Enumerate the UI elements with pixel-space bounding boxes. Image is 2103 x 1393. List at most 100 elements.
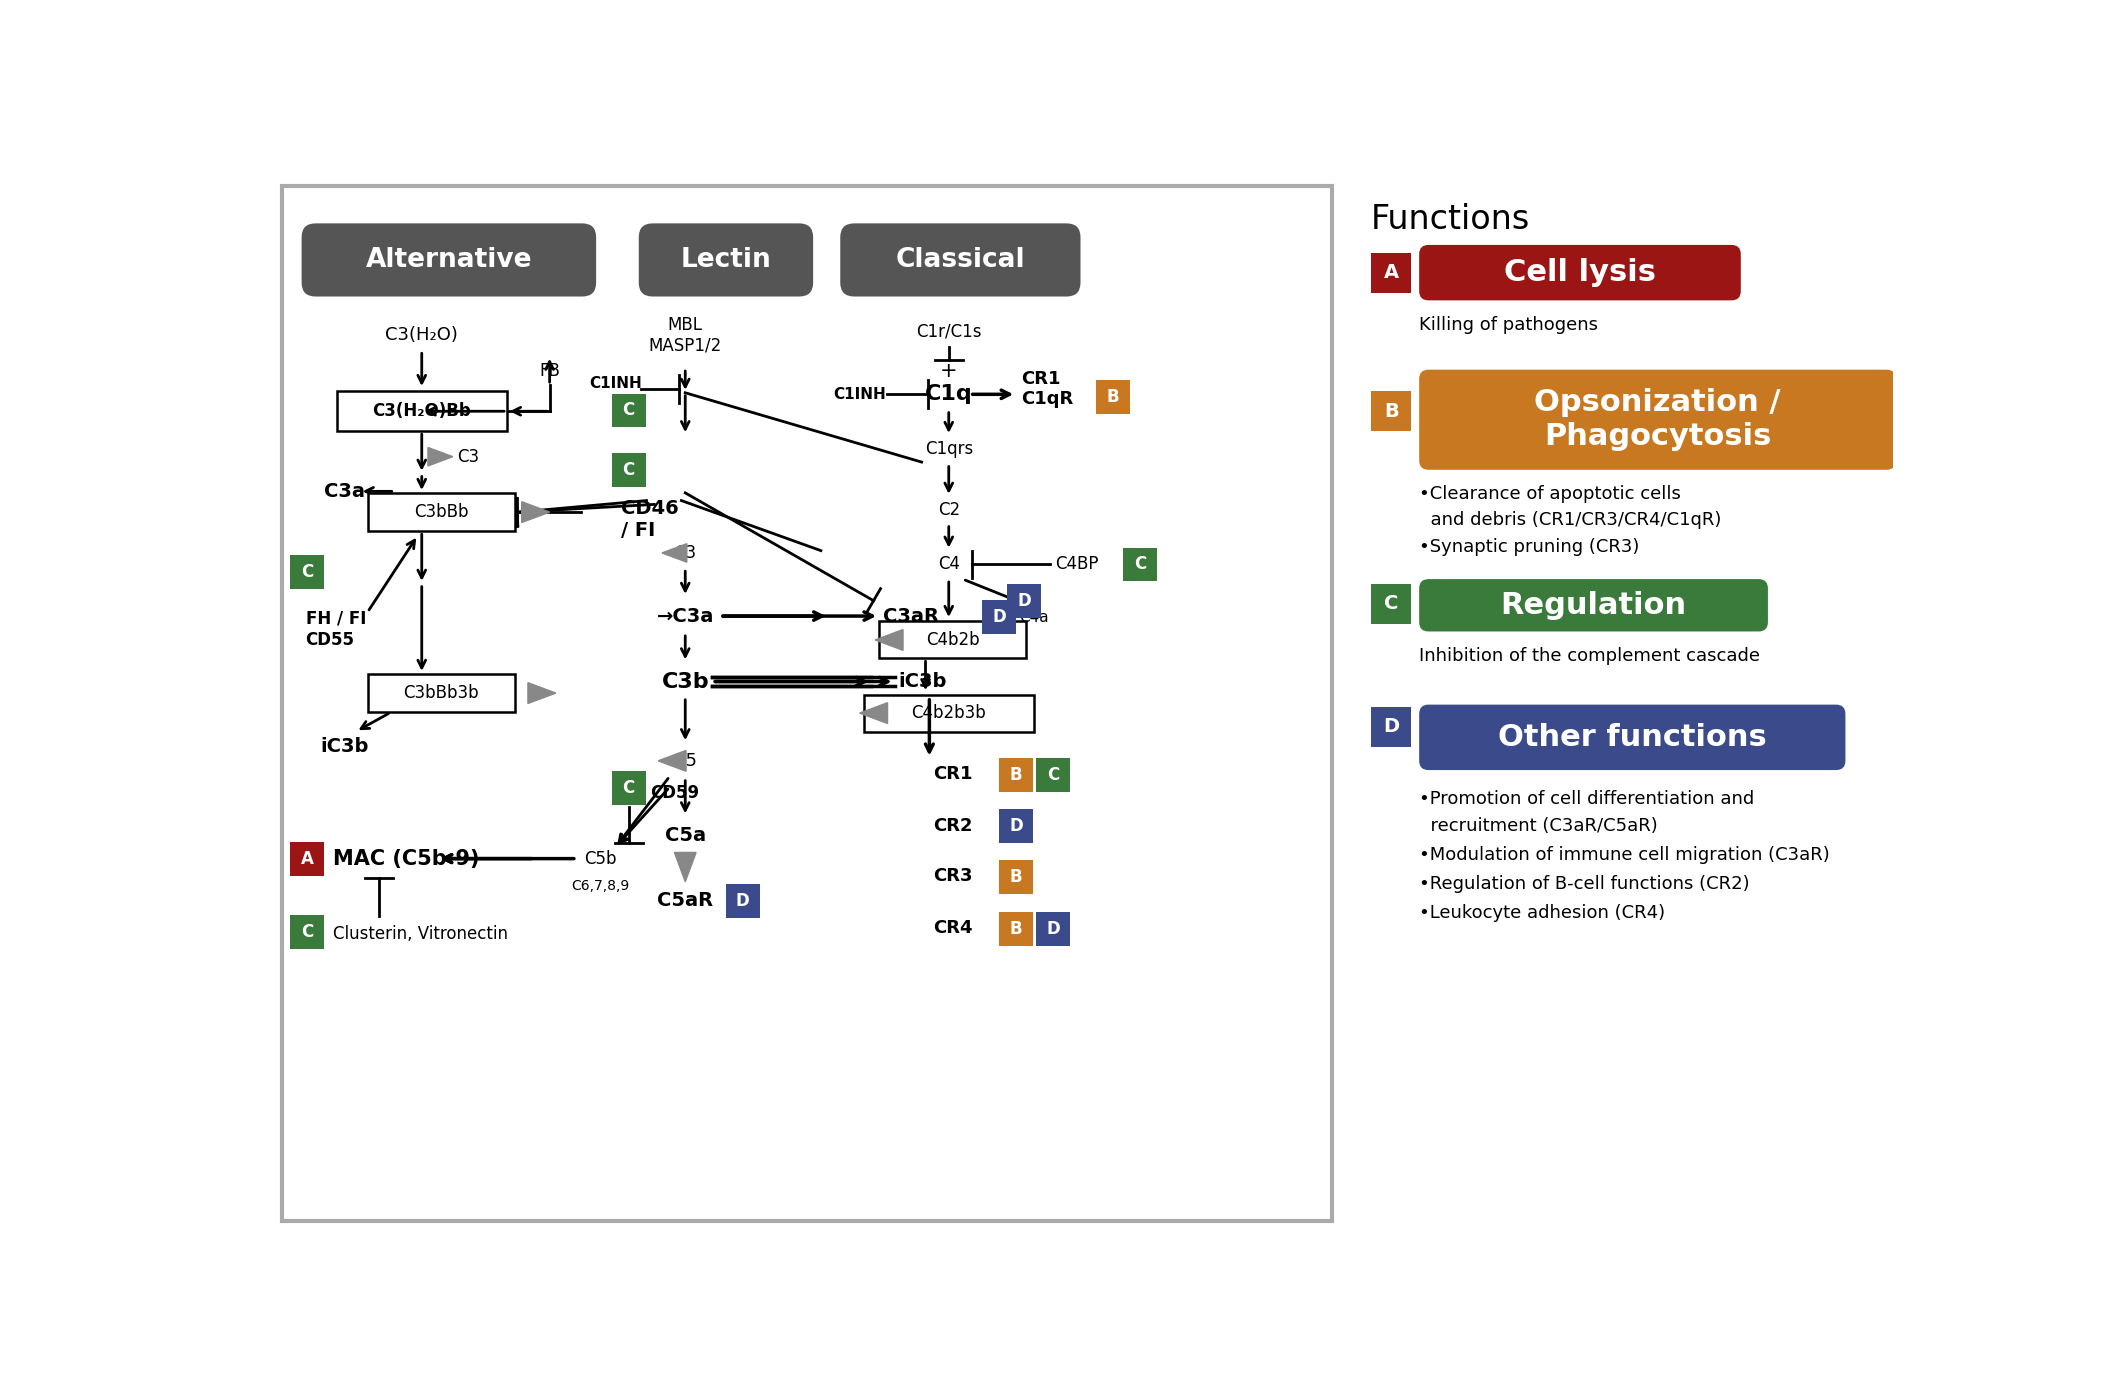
Text: C4b2b: C4b2b <box>925 631 980 649</box>
Text: C: C <box>1384 595 1398 613</box>
Text: B: B <box>1384 401 1398 421</box>
Bar <box>1037 758 1070 791</box>
Bar <box>1096 380 1129 414</box>
Bar <box>612 453 646 486</box>
Text: iC3b: iC3b <box>320 737 368 756</box>
FancyBboxPatch shape <box>301 223 595 297</box>
Bar <box>999 809 1033 843</box>
Text: C3(H₂O)Bb: C3(H₂O)Bb <box>372 403 471 421</box>
Bar <box>999 912 1033 946</box>
Polygon shape <box>875 630 902 651</box>
Text: Cell lysis: Cell lysis <box>1504 258 1655 287</box>
Text: and debris (CR1/CR3/CR4/C1qR): and debris (CR1/CR3/CR4/C1qR) <box>1420 511 1722 529</box>
Text: FH / FI
CD55: FH / FI CD55 <box>305 610 366 649</box>
Text: C: C <box>1134 556 1146 574</box>
Text: Alternative: Alternative <box>366 247 532 273</box>
Text: Functions: Functions <box>1371 203 1531 235</box>
Text: C3bBb: C3bBb <box>414 503 469 521</box>
Text: C3: C3 <box>456 447 479 465</box>
Text: Opsonization /
Phagocytosis: Opsonization / Phagocytosis <box>1535 389 1781 451</box>
Bar <box>282 187 1333 1220</box>
Text: Clusterin, Vitronectin: Clusterin, Vitronectin <box>332 925 507 943</box>
Bar <box>726 885 759 918</box>
FancyBboxPatch shape <box>639 223 814 297</box>
Bar <box>1371 706 1411 747</box>
Text: C: C <box>301 922 313 940</box>
Text: CR3: CR3 <box>934 868 974 886</box>
Text: C3: C3 <box>675 543 696 561</box>
Polygon shape <box>662 543 688 563</box>
Polygon shape <box>528 683 555 703</box>
Text: Inhibition of the complement cascade: Inhibition of the complement cascade <box>1420 648 1760 664</box>
Polygon shape <box>522 501 549 522</box>
Text: B: B <box>1009 919 1022 937</box>
Text: C1q: C1q <box>925 384 972 404</box>
Text: CD59: CD59 <box>650 784 700 802</box>
Text: CR1
C1qR: CR1 C1qR <box>1020 369 1073 408</box>
Bar <box>864 695 1035 731</box>
Text: Other functions: Other functions <box>1497 723 1767 752</box>
Polygon shape <box>658 751 686 772</box>
Text: iC3b: iC3b <box>898 671 946 691</box>
Text: •Regulation of B-cell functions (CR2): •Regulation of B-cell functions (CR2) <box>1420 875 1750 893</box>
Text: C4BP: C4BP <box>1056 556 1098 574</box>
Text: D: D <box>736 892 749 910</box>
Bar <box>1123 547 1157 581</box>
Text: C: C <box>622 401 635 419</box>
Bar <box>1371 391 1411 432</box>
Text: C3a: C3a <box>324 482 364 501</box>
Text: C4b2b3b: C4b2b3b <box>911 703 986 722</box>
Text: C5a: C5a <box>665 826 707 846</box>
Text: C2: C2 <box>938 501 959 518</box>
Polygon shape <box>427 447 452 465</box>
Text: C1INH: C1INH <box>833 387 885 401</box>
Text: •Modulation of immune cell migration (C3aR): •Modulation of immune cell migration (C3… <box>1420 846 1830 864</box>
Bar <box>612 770 646 805</box>
Text: C5b: C5b <box>585 850 616 868</box>
Bar <box>336 391 507 432</box>
Text: D: D <box>1009 818 1022 836</box>
Text: B: B <box>1106 389 1119 407</box>
Text: MBL
MASP1/2: MBL MASP1/2 <box>648 316 721 354</box>
Text: C4a: C4a <box>1020 610 1049 625</box>
Text: •Synaptic pruning (CR3): •Synaptic pruning (CR3) <box>1420 538 1640 556</box>
Text: C1qrs: C1qrs <box>925 440 974 458</box>
Polygon shape <box>675 853 696 882</box>
Text: C3b: C3b <box>662 671 709 691</box>
Text: C3(H₂O): C3(H₂O) <box>385 326 458 344</box>
Text: B: B <box>1009 868 1022 886</box>
Text: C6,7,8,9: C6,7,8,9 <box>570 879 629 893</box>
Text: C3aR: C3aR <box>883 606 938 625</box>
Text: •Leukocyte adhesion (CR4): •Leukocyte adhesion (CR4) <box>1420 904 1666 922</box>
Text: Regulation: Regulation <box>1499 591 1687 620</box>
Text: C: C <box>622 779 635 797</box>
Text: •Clearance of apoptotic cells: •Clearance of apoptotic cells <box>1420 485 1680 503</box>
Bar <box>290 915 324 949</box>
Bar <box>1007 584 1041 617</box>
Text: C: C <box>622 461 635 479</box>
Text: C: C <box>301 563 313 581</box>
Text: CR1: CR1 <box>934 765 974 783</box>
Text: FB: FB <box>538 362 559 380</box>
Text: C4: C4 <box>938 556 959 574</box>
FancyBboxPatch shape <box>1420 579 1769 631</box>
Bar <box>999 859 1033 894</box>
Polygon shape <box>860 702 887 723</box>
Text: CR4: CR4 <box>934 919 974 937</box>
Bar <box>612 394 646 428</box>
FancyBboxPatch shape <box>1420 245 1741 301</box>
Bar <box>290 556 324 589</box>
Bar <box>1371 584 1411 624</box>
Text: B: B <box>1009 766 1022 784</box>
Text: A: A <box>1384 263 1398 283</box>
Text: D: D <box>1384 717 1398 737</box>
Text: C1INH: C1INH <box>589 376 641 391</box>
Text: Classical: Classical <box>896 247 1024 273</box>
Bar <box>1371 252 1411 293</box>
Bar <box>368 493 515 531</box>
Text: CR2: CR2 <box>934 816 974 834</box>
Text: D: D <box>993 607 1005 625</box>
Text: CD46
/ FI: CD46 / FI <box>620 499 679 540</box>
Text: +: + <box>940 361 957 382</box>
Text: recruitment (C3aR/C5aR): recruitment (C3aR/C5aR) <box>1420 816 1657 834</box>
